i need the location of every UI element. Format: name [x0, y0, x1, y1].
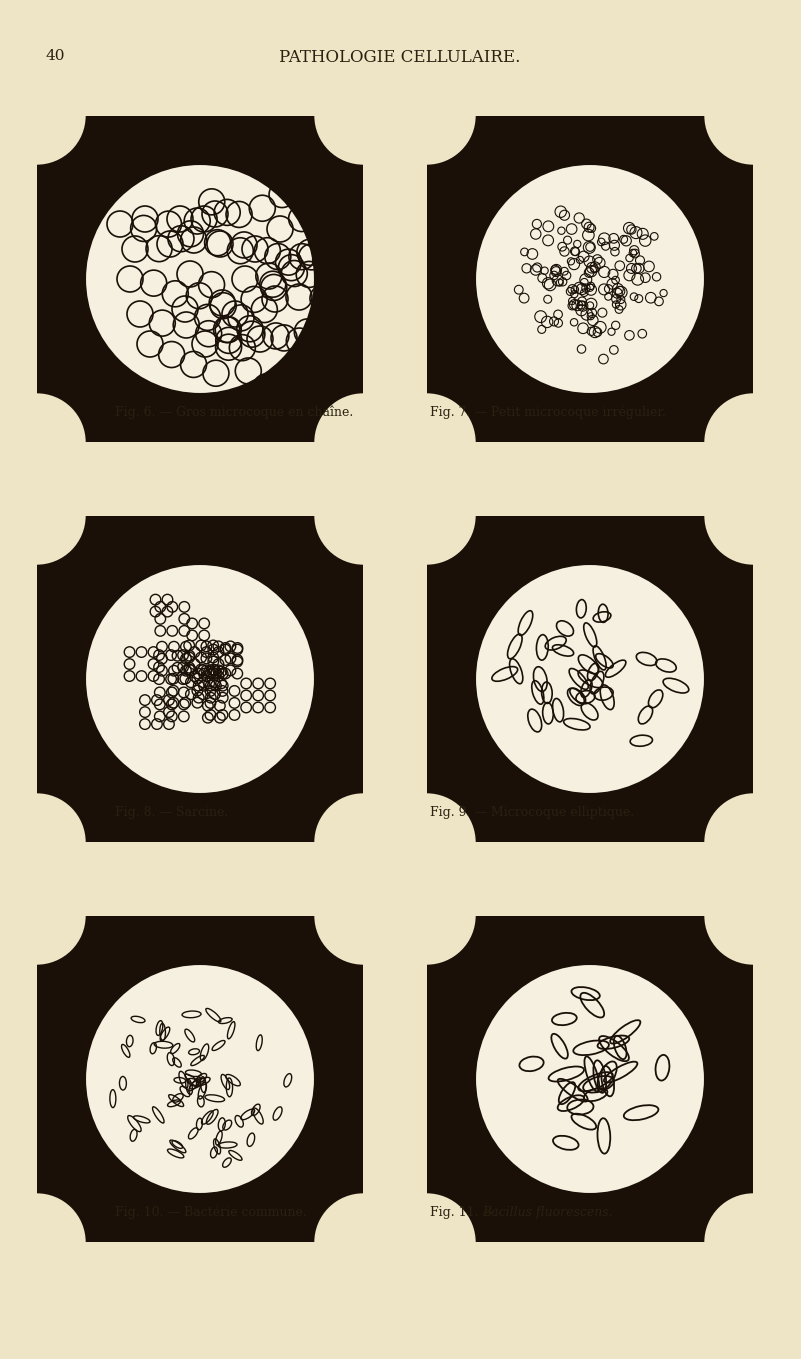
- Circle shape: [378, 466, 476, 565]
- Text: Fig. 8. — Sarcine.: Fig. 8. — Sarcine.: [115, 806, 228, 819]
- Circle shape: [0, 1193, 86, 1291]
- Circle shape: [704, 867, 801, 965]
- Circle shape: [704, 466, 801, 565]
- Circle shape: [378, 67, 476, 164]
- Circle shape: [378, 794, 476, 892]
- Bar: [427, 515, 753, 843]
- Text: PATHOLOGIE CELLULAIRE.: PATHOLOGIE CELLULAIRE.: [280, 49, 521, 67]
- Text: Fig. 11. —: Fig. 11. —: [430, 1205, 499, 1219]
- Circle shape: [378, 1193, 476, 1291]
- Circle shape: [314, 393, 413, 492]
- Circle shape: [378, 393, 476, 492]
- Circle shape: [314, 794, 413, 892]
- Circle shape: [85, 564, 315, 794]
- Text: Fig. 10. — Bactérie commune.: Fig. 10. — Bactérie commune.: [115, 1205, 307, 1219]
- Circle shape: [704, 393, 801, 492]
- Circle shape: [0, 466, 86, 565]
- Circle shape: [475, 164, 705, 394]
- Circle shape: [314, 1193, 413, 1291]
- Circle shape: [0, 67, 86, 164]
- Circle shape: [314, 466, 413, 565]
- Circle shape: [475, 964, 705, 1195]
- Text: Fig. 9. — Microcoque elliptique.: Fig. 9. — Microcoque elliptique.: [430, 806, 634, 819]
- Bar: [427, 916, 753, 1242]
- Circle shape: [314, 867, 413, 965]
- Circle shape: [85, 964, 315, 1195]
- Bar: [37, 916, 364, 1242]
- Text: Fig. 7. — Petit microcoque irrégulier.: Fig. 7. — Petit microcoque irrégulier.: [430, 405, 666, 419]
- Circle shape: [0, 867, 86, 965]
- Text: Bacillus fluorescens.: Bacillus fluorescens.: [482, 1205, 613, 1219]
- Circle shape: [0, 393, 86, 492]
- Circle shape: [704, 794, 801, 892]
- Circle shape: [475, 564, 705, 794]
- Circle shape: [85, 164, 315, 394]
- Bar: [37, 515, 364, 843]
- Circle shape: [314, 67, 413, 164]
- Text: 40: 40: [45, 49, 65, 63]
- Circle shape: [704, 67, 801, 164]
- Text: Fig. 6. — Gros microcoque en chaîne.: Fig. 6. — Gros microcoque en chaîne.: [115, 405, 353, 419]
- Bar: [37, 116, 364, 442]
- Circle shape: [378, 867, 476, 965]
- Circle shape: [0, 794, 86, 892]
- Bar: [427, 116, 753, 442]
- Circle shape: [704, 1193, 801, 1291]
